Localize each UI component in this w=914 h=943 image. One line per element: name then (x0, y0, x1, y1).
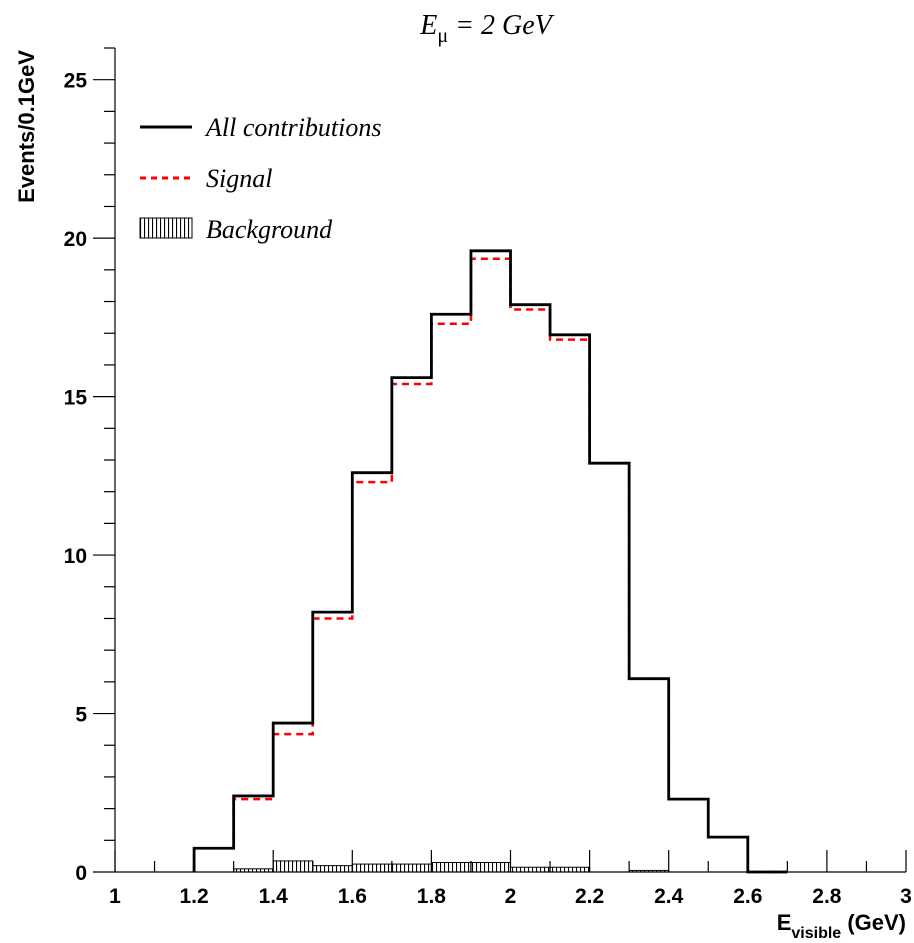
x-tick-label: 2.6 (733, 885, 762, 908)
y-tick-label: 20 (64, 228, 87, 251)
background-bar (510, 866, 551, 873)
legend-label-background: Background (206, 215, 333, 244)
signal-series-line (192, 257, 788, 874)
background-bar (549, 866, 591, 873)
all-contributions-series-line (192, 249, 788, 874)
background-bar (351, 863, 393, 873)
y-tick-label: 25 (64, 70, 88, 93)
x-tick-label: 2.4 (654, 885, 684, 908)
y-axis: 0 5 10 15 20 25 (64, 47, 116, 885)
y-tick-label: 15 (64, 387, 88, 410)
x-tick-label: 2 (505, 885, 517, 908)
legend-swatch-background (139, 217, 193, 239)
plot-area (192, 249, 788, 874)
x-tick-label: 1.2 (179, 885, 208, 908)
x-tick-label: 3 (900, 885, 912, 908)
x-axis: 1 1.2 1.4 1.6 1.8 2 2.2 2.4 2.6 2.8 3 (109, 850, 912, 908)
legend-label-signal: Signal (206, 164, 272, 193)
background-bar (391, 863, 432, 873)
legend-label-all: All contributions (204, 113, 382, 142)
y-tick-label: 10 (64, 545, 87, 568)
y-tick-label: 0 (75, 862, 87, 885)
legend: All contributions Signal Background (139, 113, 382, 244)
x-tick-label: 1 (109, 885, 121, 908)
x-tick-label: 1.4 (259, 885, 289, 908)
y-tick-label: 5 (75, 704, 87, 727)
chart-title: Eμ = 2 GeV (419, 10, 554, 47)
background-bar (312, 865, 353, 873)
background-bar (470, 861, 512, 873)
x-tick-label: 1.8 (417, 885, 447, 908)
background-bar (272, 860, 314, 873)
x-tick-label: 2.2 (575, 885, 604, 908)
x-axis-title: Evisible (GeV) (777, 910, 906, 942)
x-tick-label: 1.6 (338, 885, 367, 908)
x-tick-label: 2.8 (812, 885, 842, 908)
background-bar (430, 861, 472, 873)
y-axis-title: Events/0.1GeV (14, 50, 39, 203)
